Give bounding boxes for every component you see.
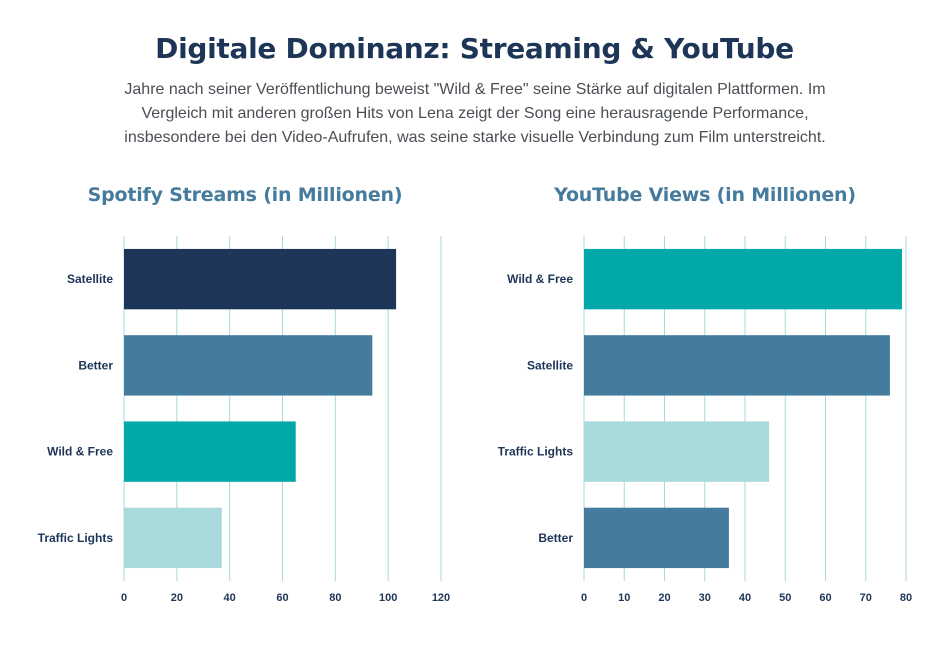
bar[interactable] [124,421,296,482]
page-intro: Jahre nach seiner Veröffentlichung bewei… [124,81,826,146]
x-tick-label: 30 [699,592,711,604]
youtube-bar-chart: 0 10 20 30 40 50 60 70 80 Wild & Free Satellite Tra… [498,236,912,604]
x-tick-label: 20 [658,592,670,604]
x-tick-label: 0 [581,592,587,604]
bar[interactable] [584,421,770,482]
bar[interactable] [124,507,222,569]
category-label: Better [538,531,573,545]
x-tick-label: 40 [224,592,236,604]
category-label: Traffic Lights [38,531,114,545]
x-tick-label: 50 [779,592,791,604]
x-tick-label: 60 [276,592,288,604]
bar[interactable] [584,248,902,310]
category-label: Wild & Free [507,272,573,286]
x-tick-label: 120 [432,592,450,604]
category-label: Wild & Free [47,445,113,459]
x-tick-label: 40 [739,592,751,604]
page-title: Digitale Dominanz: Streaming & YouTube [155,32,794,65]
spotify-bar-chart: 0 20 40 60 80 100 120 Satellite Better Wild & Fre… [38,236,450,604]
category-label: Traffic Lights [498,445,574,459]
category-label: Better [78,358,113,372]
bar[interactable] [124,335,373,396]
bar[interactable] [124,248,397,310]
bar[interactable] [584,507,729,569]
x-tick-label: 80 [329,592,341,604]
x-tick-label: 10 [618,592,630,604]
youtube-chart-title: YouTube Views (in Millionen) [554,184,856,206]
category-label: Satellite [67,272,113,286]
bar[interactable] [584,335,890,396]
x-tick-label: 100 [379,592,397,604]
x-tick-label: 60 [819,592,831,604]
category-label: Satellite [527,358,573,372]
x-tick-label: 70 [860,592,872,604]
x-tick-label: 20 [171,592,183,604]
spotify-chart-title: Spotify Streams (in Millionen) [87,184,403,206]
x-tick-label: 0 [121,592,127,604]
x-tick-label: 80 [900,592,912,604]
